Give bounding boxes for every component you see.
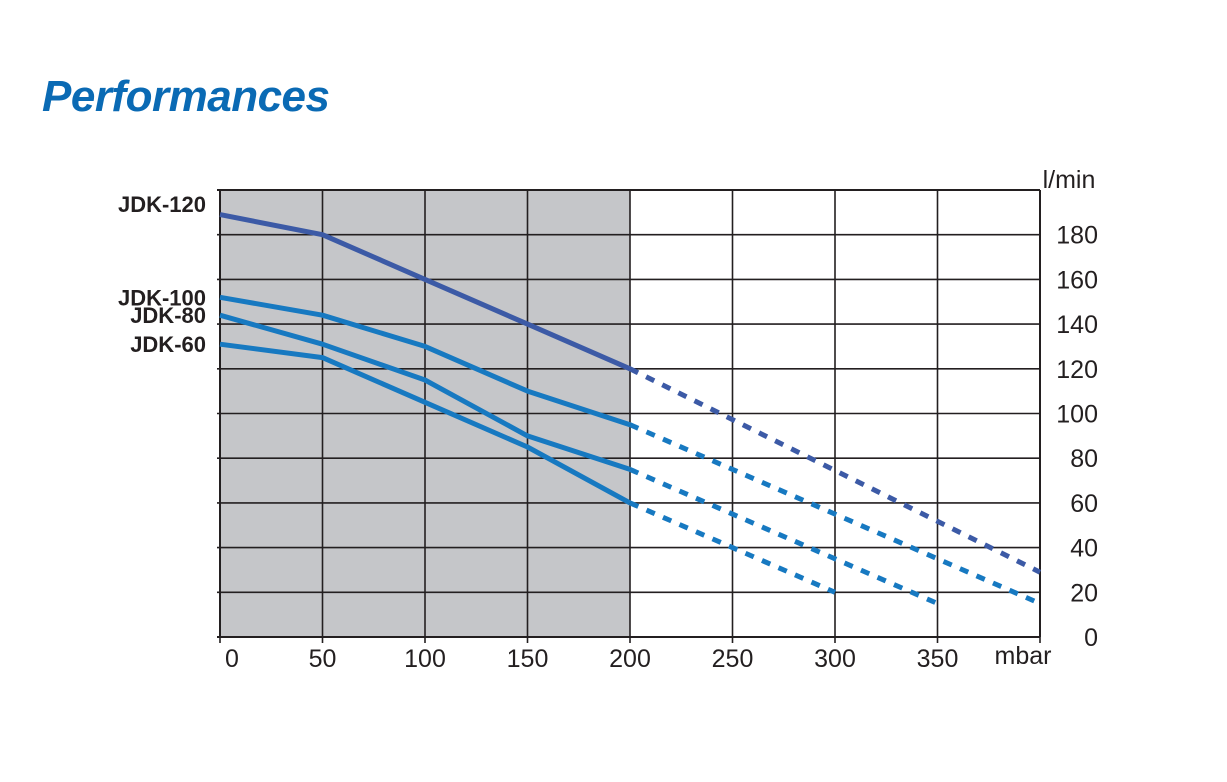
x-tick-label: 300 — [814, 645, 856, 673]
y-tick-label: 20 — [1070, 579, 1098, 607]
grid-layer — [217, 189, 1041, 643]
x-tick-label: 350 — [917, 645, 959, 673]
series-line-dashed — [629, 467, 939, 606]
series-line-solid — [219, 294, 631, 428]
y-tick-label: 180 — [1056, 222, 1098, 250]
series-line-dashed — [629, 422, 1041, 606]
series-line-dashed — [628, 366, 1042, 575]
series-line-dashed — [629, 500, 836, 595]
x-tick-label: 0 — [225, 645, 239, 673]
series-label: JDK-120 — [118, 192, 206, 217]
series-label: JDK-100 — [118, 285, 206, 310]
series-line-solid — [219, 212, 631, 372]
series-label: JDK-60 — [130, 332, 206, 357]
y-tick-label: 0 — [1084, 624, 1098, 652]
series-line-solid — [219, 312, 631, 472]
x-tick-label: 150 — [507, 645, 549, 673]
x-tick-label: 200 — [609, 645, 651, 673]
page-title: Performances — [42, 72, 330, 121]
series-label: JDK-80 — [130, 303, 206, 328]
y-tick-label: 160 — [1056, 266, 1098, 294]
y-tick-label: 80 — [1070, 445, 1098, 473]
y-tick-label: 60 — [1070, 490, 1098, 518]
x-tick-label: 250 — [712, 645, 754, 673]
series-layer — [219, 212, 1042, 606]
series-line-solid — [219, 341, 632, 506]
y-tick-label: 120 — [1056, 356, 1098, 384]
x-tick-label: 100 — [404, 645, 446, 673]
x-axis-label: mbar — [995, 642, 1052, 670]
x-tick-label: 50 — [309, 645, 337, 673]
y-axis-label: l/min — [1043, 166, 1096, 194]
y-tick-label: 40 — [1070, 535, 1098, 563]
y-tick-label: 100 — [1056, 401, 1098, 429]
y-tick-label: 140 — [1056, 311, 1098, 339]
